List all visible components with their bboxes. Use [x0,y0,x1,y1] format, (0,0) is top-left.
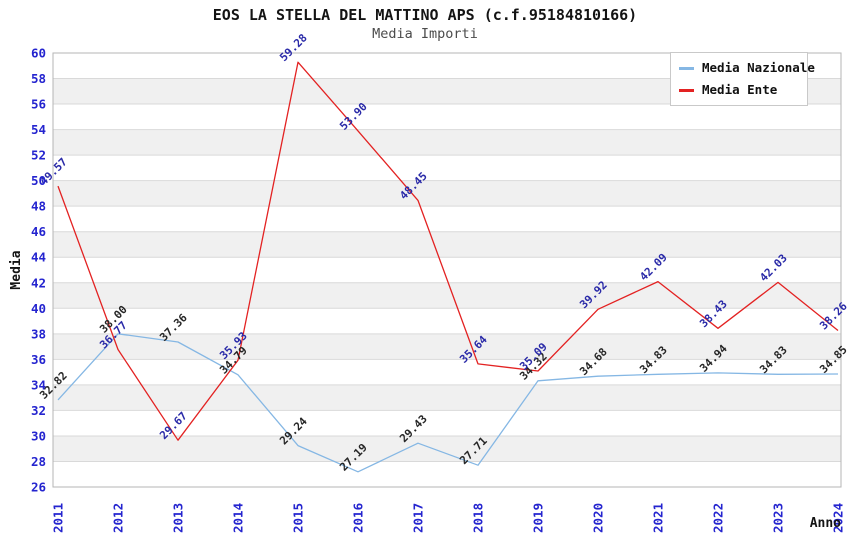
y-tick-label: 44 [31,250,46,265]
x-tick-label: 2021 [651,503,666,533]
x-axis-title: Anno [810,516,841,531]
series-media-nazionale [57,333,839,473]
y-tick-label: 34 [31,377,46,392]
x-tick-label: 2017 [411,503,426,533]
x-tick-label: 2015 [291,503,306,533]
plot-band [53,461,841,487]
plot-band [53,155,841,181]
plot-bands [53,53,841,487]
y-tick-label: 52 [31,148,46,163]
plot-band [53,333,841,360]
x-tick-label: 2019 [531,503,546,533]
y-axis-title: Media [9,250,24,289]
legend-line-swatch-nazionale [679,66,694,70]
legend-label-ente: Media Ente [702,82,778,97]
plot-band [53,129,841,156]
plot-band [53,384,841,411]
plot-band [53,104,841,130]
plot-band [53,282,841,309]
x-tick-label: 2024 [831,503,846,533]
x-tick-label: 2023 [771,503,786,533]
legend: Media Nazionale Media Ente [670,52,815,106]
y-tick-label: 50 [31,173,46,188]
series-line [57,333,839,473]
y-tick-label: 60 [31,46,46,61]
x-axis-ticks: 2011 2012 2013 2014 2015 2016 2017 2018 2019 2020… [51,503,846,533]
y-tick-label: 48 [31,199,46,214]
series-line [57,61,839,441]
x-tick-label: 2012 [111,503,126,533]
y-tick-label: 26 [31,480,46,495]
series-media-ente [57,61,839,441]
y-tick-label: 54 [31,122,46,137]
x-tick-label: 2013 [171,503,186,533]
legend-line-swatch-ente [679,88,694,92]
legend-item-media-nazionale: Media Nazionale [679,61,815,75]
x-tick-label: 2018 [471,503,486,533]
plot-band [53,206,841,232]
y-tick-label: 30 [31,428,46,443]
y-tick-label: 56 [31,97,46,112]
y-tick-label: 38 [31,326,46,341]
plot-border [52,52,842,488]
plot-band [53,231,841,258]
legend-item-media-ente: Media Ente [679,83,807,97]
legend-label-nazionale: Media Nazionale [702,60,815,75]
chart-subtitle: Media Importi [372,26,478,42]
y-tick-label: 40 [31,301,46,316]
x-tick-label: 2022 [711,503,726,533]
x-tick-label: 2014 [231,503,246,533]
y-tick-label: 32 [31,403,46,418]
y-axis-ticks: 26 28 30 32 34 36 38 40 42 44 46 48 50 52 54 56 58 60 [31,46,46,495]
y-tick-label: 58 [31,71,46,86]
y-tick-label: 42 [31,275,46,290]
chart-title: EOS LA STELLA DEL MATTINO APS (c.f.95184… [212,6,638,24]
y-tick-label: 28 [31,454,46,469]
y-tick-label: 46 [31,224,46,239]
plot-band [53,359,841,385]
y-tick-label: 36 [31,352,46,367]
x-tick-label: 2011 [51,503,66,533]
plot-band [53,435,841,462]
x-tick-label: 2020 [591,503,606,533]
x-tick-label: 2016 [351,503,366,533]
plot-band [53,180,841,207]
